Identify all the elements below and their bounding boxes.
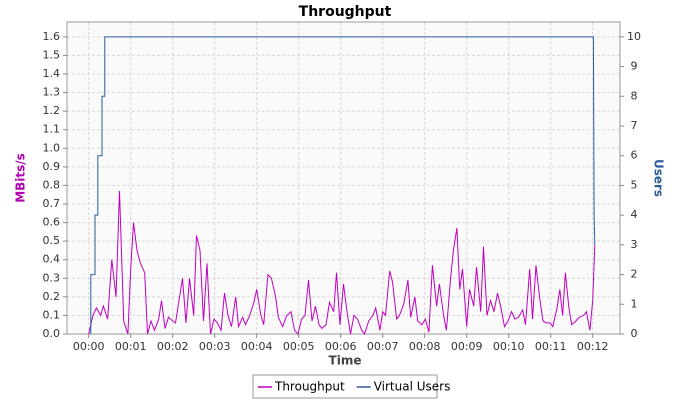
x-tick-label: 00:11	[535, 340, 567, 353]
y-tick-label: 0.6	[43, 216, 61, 229]
y-tick-label: 1.3	[43, 86, 61, 99]
y2-tick-label: 6	[631, 149, 638, 162]
x-tick-label: 00:03	[199, 340, 231, 353]
x-tick-label: 00:06	[325, 340, 357, 353]
y-tick-label: 0.1	[43, 308, 61, 321]
plot-area	[66, 21, 621, 335]
y-tick-label: 1.1	[43, 123, 61, 136]
y2-tick-label: 0	[631, 327, 638, 340]
y2-tick-label: 5	[631, 178, 638, 191]
chart-title: Throughput	[299, 4, 392, 20]
y-tick-label: 1.4	[43, 67, 61, 80]
x-tick-label: 00:01	[115, 340, 147, 353]
y-tick-label: 0.3	[43, 271, 61, 284]
y-axis-label: MBits/s	[14, 153, 28, 203]
y2-tick-label: 1	[631, 297, 638, 310]
y2-tick-label: 9	[631, 60, 638, 73]
y-tick-label: 1.0	[43, 141, 61, 154]
legend-label: Virtual Users	[374, 380, 451, 394]
series-line	[90, 36, 596, 334]
y-tick-label: 1.5	[43, 48, 61, 61]
x-tick-label: 00:00	[73, 340, 105, 353]
y-tick-label: 0.4	[43, 253, 61, 266]
y-tick-label: 0.5	[43, 234, 61, 247]
y-tick-label: 0.0	[43, 327, 61, 340]
y2-tick-label: 7	[631, 119, 638, 132]
x-tick-label: 00:02	[157, 340, 189, 353]
legend	[252, 374, 438, 399]
x-tick-label: 00:07	[367, 340, 399, 353]
x-tick-label: 00:12	[577, 340, 609, 353]
x-tick-label: 00:05	[283, 340, 315, 353]
y2-axis-label: Users	[652, 159, 666, 197]
x-tick-label: 00:10	[493, 340, 525, 353]
y-tick-label: 0.7	[43, 197, 61, 210]
y2-tick-label: 8	[631, 89, 638, 102]
y-tick-label: 0.9	[43, 160, 61, 173]
y2-tick-label: 2	[631, 268, 638, 281]
series-line	[88, 190, 596, 336]
legend-label: Throughput	[274, 380, 345, 394]
x-axis-label: Time	[329, 354, 362, 368]
x-tick-label: 00:08	[409, 340, 441, 353]
y-tick-label: 1.6	[43, 30, 61, 43]
y-tick-label: 0.2	[43, 290, 61, 303]
y2-tick-label: 10	[627, 30, 641, 43]
x-tick-label: 00:09	[451, 340, 483, 353]
y2-tick-label: 4	[631, 208, 638, 221]
x-tick-label: 00:04	[241, 340, 273, 353]
y-tick-label: 0.8	[43, 178, 61, 191]
y-tick-label: 1.2	[43, 104, 61, 117]
y2-tick-label: 3	[631, 238, 638, 251]
